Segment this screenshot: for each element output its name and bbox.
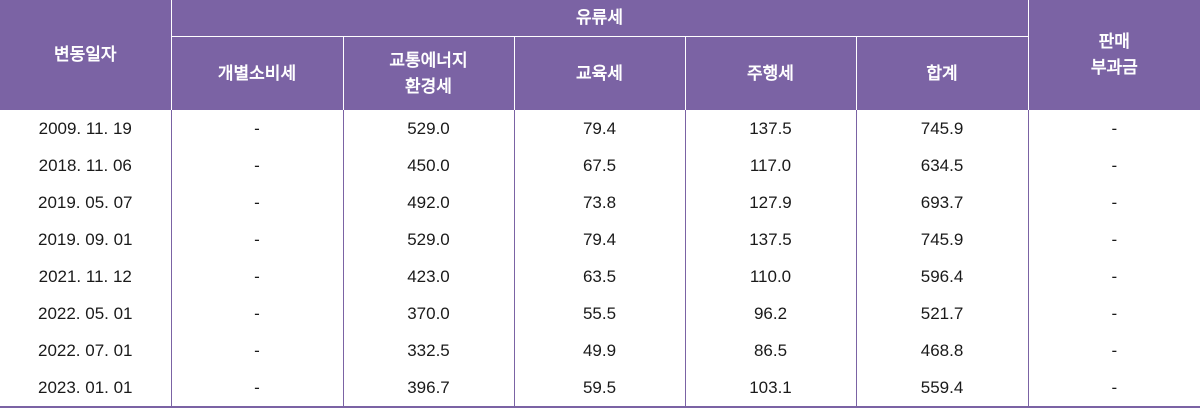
header-sales-charge-line2: 부과금	[1090, 58, 1138, 78]
cell-driving-tax: 137.5	[684, 110, 856, 147]
cell-date: 2023. 01. 01	[0, 369, 171, 408]
table-header: 변동일자 유류세 판매 부과금 개별소비세 교통에너지 환경세 교육세 주행세 …	[0, 0, 1200, 110]
header-sales-charge: 판매 부과금	[1027, 0, 1200, 110]
cell-individual-consumption-tax: -	[170, 184, 343, 221]
cell-date: 2018. 11. 06	[38, 155, 132, 175]
cell-transport-energy-env-tax: 423.0	[342, 258, 514, 295]
header-transport-energy-env-tax: 교통에너지 환경세	[342, 36, 515, 110]
cell-education-tax: 59.5	[513, 369, 685, 408]
cell-transport-energy-env-tax: 396.7	[342, 369, 514, 408]
cell-transport-energy-env-tax: 332.5	[342, 332, 514, 369]
cell-driving-tax: 110.0	[684, 258, 856, 295]
cell-date: 2022. 05. 01	[37, 303, 133, 323]
cell-sales-charge: -	[1027, 258, 1200, 295]
cell-individual-consumption-tax: -	[170, 110, 343, 147]
header-education-tax: 교육세	[513, 36, 686, 110]
cell-total: 596.4	[855, 258, 1029, 295]
cell-total: 521.7	[855, 295, 1029, 332]
cell-individual-consumption-tax: -	[170, 295, 343, 332]
cell-education-tax: 63.5	[513, 258, 685, 295]
cell-total: 559.4	[855, 369, 1029, 408]
cell-transport-energy-env-tax: 492.0	[342, 184, 514, 221]
table-row: 2022. 05. 01-370.0 55.5 96.2 521.7-	[0, 295, 1200, 332]
header-total: 합계	[855, 36, 1029, 110]
cell-education-tax: 67.5	[513, 147, 685, 184]
cell-individual-consumption-tax: -	[170, 332, 343, 369]
cell-individual-consumption-tax: -	[170, 221, 343, 258]
header-driving-tax: 주행세	[684, 36, 857, 110]
cell-date: 2022. 07. 01	[37, 340, 133, 360]
cell-transport-energy-env-tax: 529.0	[342, 110, 514, 147]
cell-sales-charge: -	[1027, 221, 1200, 258]
cell-date: 2019. 05. 07	[37, 192, 133, 212]
cell-driving-tax: 127.9	[684, 184, 856, 221]
cell-education-tax: 79.4	[513, 110, 685, 147]
cell-total: 634.5	[855, 147, 1029, 184]
cell-individual-consumption-tax: -	[170, 369, 343, 408]
cell-sales-charge: -	[1027, 147, 1200, 184]
cell-total: 745.9	[855, 221, 1029, 258]
cell-education-tax: 73.8	[513, 184, 685, 221]
table-row: 2021. 11. 12-423.0 63.5 110.0 596.4-	[0, 258, 1200, 295]
table-row: 2022. 07. 01-332.5 49.9 86.5 468.8-	[0, 332, 1200, 369]
cell-date: 2009. 11. 19	[38, 118, 132, 138]
cell-driving-tax: 117.0	[684, 147, 856, 184]
cell-sales-charge: -	[1027, 369, 1200, 408]
cell-sales-charge: -	[1027, 184, 1200, 221]
header-fuel-tax-group: 유류세	[170, 0, 1029, 37]
table-row: 2009. 11. 19-529.0 79.4 137.5 745.9-	[0, 110, 1200, 147]
cell-total: 693.7	[855, 184, 1029, 221]
header-sales-charge-line1: 판매	[1098, 32, 1130, 52]
cell-education-tax: 49.9	[513, 332, 685, 369]
table-row: 2023. 01. 01-396.7 59.5 103.1 559.4-	[0, 369, 1200, 408]
cell-individual-consumption-tax: -	[170, 147, 343, 184]
cell-total: 745.9	[855, 110, 1029, 147]
cell-education-tax: 79.4	[513, 221, 685, 258]
cell-transport-energy-env-tax: 450.0	[342, 147, 514, 184]
cell-driving-tax: 137.5	[684, 221, 856, 258]
cell-sales-charge: -	[1027, 332, 1200, 369]
cell-driving-tax: 103.1	[684, 369, 856, 408]
table-row: 2018. 11. 06-450.0 67.5 117.0 634.5-	[0, 147, 1200, 184]
cell-date: 2021. 11. 12	[38, 266, 132, 286]
cell-individual-consumption-tax: -	[170, 258, 343, 295]
cell-driving-tax: 86.5	[684, 332, 856, 369]
cell-transport-energy-env-tax: 370.0	[342, 295, 514, 332]
cell-total: 468.8	[855, 332, 1029, 369]
cell-sales-charge: -	[1027, 295, 1200, 332]
cell-education-tax: 55.5	[513, 295, 685, 332]
table-row: 2019. 09. 01-529.0 79.4 137.5 745.9-	[0, 221, 1200, 258]
cell-transport-energy-env-tax: 529.0	[342, 221, 514, 258]
cell-sales-charge: -	[1027, 110, 1200, 147]
header-date: 변동일자	[0, 0, 172, 110]
table-body: 2009. 11. 19-529.0 79.4 137.5 745.9-2018. 1…	[0, 110, 1200, 408]
cell-driving-tax: 96.2	[684, 295, 856, 332]
cell-date: 2019. 09. 01	[37, 229, 133, 249]
header-individual-consumption-tax: 개별소비세	[170, 36, 344, 110]
table-row: 2019. 05. 07-492.0 73.8 127.9 693.7-	[0, 184, 1200, 221]
